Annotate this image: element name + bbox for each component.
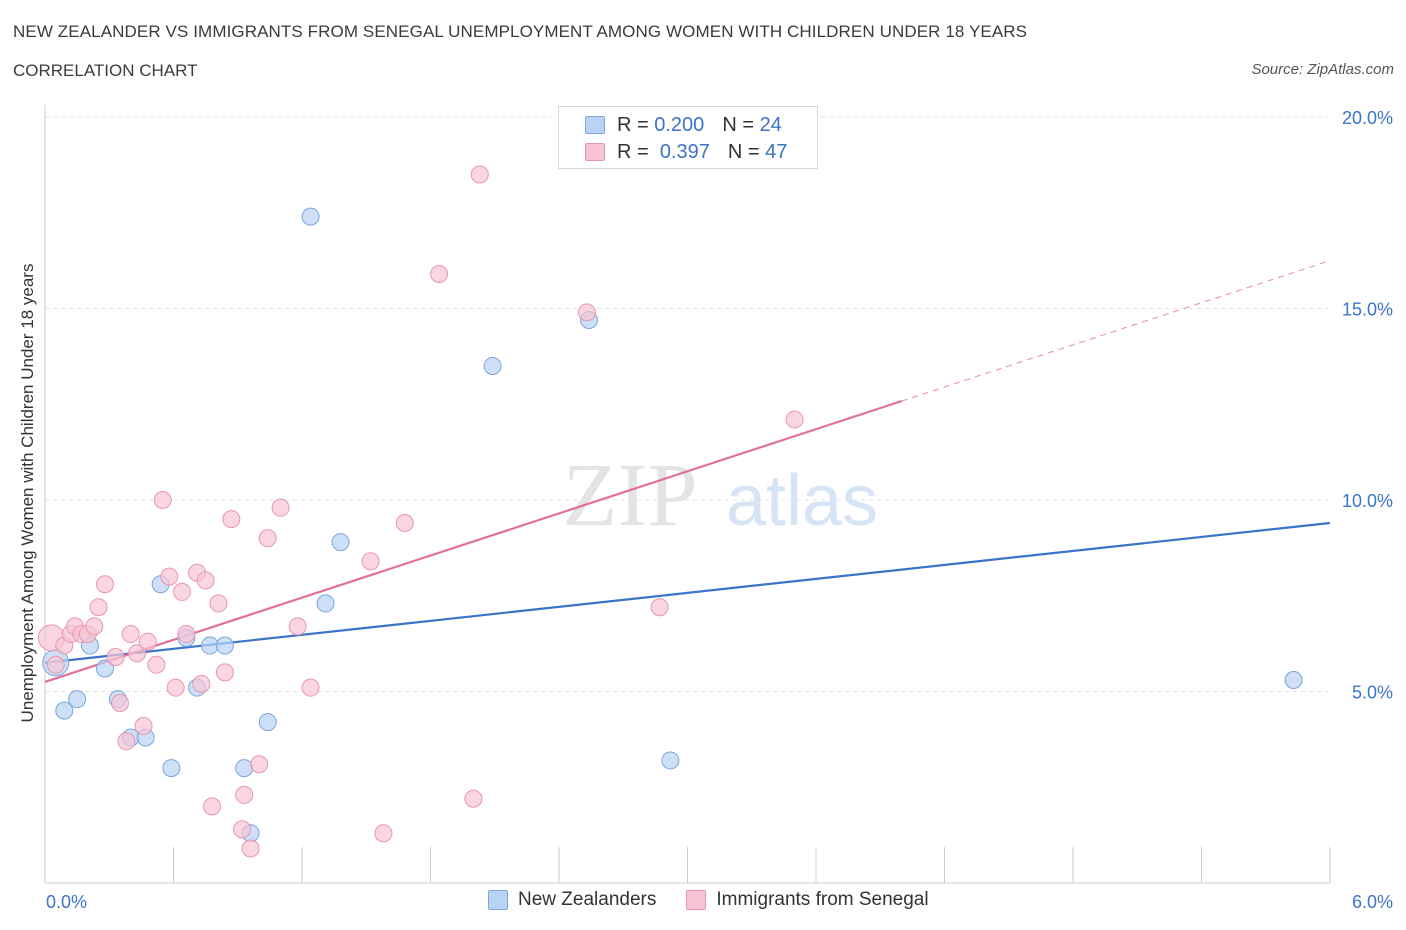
data-point-new-zealanders [95,659,114,678]
data-point-senegal [173,582,192,601]
data-point-senegal [395,513,414,532]
data-point-new-zealanders [215,636,234,655]
data-point-new-zealanders [55,701,74,720]
r-value: 0.200 [654,113,705,136]
data-point-senegal [121,625,140,644]
data-point-senegal [134,716,153,735]
data-point-senegal [138,632,157,651]
y-tick-label: 20.0% [1342,108,1393,128]
data-point-senegal [177,625,196,644]
source-label: Source: ZipAtlas.com [1251,61,1394,78]
trend-lines [44,260,1331,683]
watermark-zip: ZIP [563,446,698,545]
r-value: 0.397 [659,140,710,163]
data-point-senegal [361,552,380,571]
legend-item-senegal: Immigrants from Senegal [686,889,929,911]
chart-subtitle: CORRELATION CHART [13,61,198,80]
data-point-senegal [196,571,215,590]
legend-swatch-pink [686,890,707,910]
data-point-senegal [233,820,252,839]
n-label: N = [722,113,754,136]
legend-label: Immigrants from Senegal [716,889,929,910]
r-label: R = [617,140,649,163]
data-point-senegal [110,693,129,712]
data-point-senegal [301,678,320,697]
legend-swatch-pink [585,143,605,161]
data-point-senegal [235,785,254,804]
x-tick-label: 0.0% [46,892,87,912]
y-tick-label: 5.0% [1352,683,1393,703]
legend-row-new-zealanders: R = 0.200 N = 24 [585,114,782,136]
data-point-new-zealanders [316,594,335,613]
trend-line-blue [44,521,1331,664]
legend-item-new-zealanders: New Zealanders [488,889,656,911]
n-value: 24 [759,113,782,136]
data-point-senegal [785,410,804,429]
data-point-senegal [106,648,125,667]
data-point-senegal [222,510,241,529]
data-point-senegal [258,529,277,548]
data-point-senegal [153,491,172,509]
legend-label: New Zealanders [518,889,657,910]
n-value: 47 [765,140,788,163]
data-points [37,165,1303,858]
data-point-senegal [577,303,596,322]
data-point-new-zealanders [68,690,87,709]
data-point-senegal [650,598,669,617]
tick-labels: 5.0% 10.0% 15.0% 20.0% 0.0% 6.0% [46,108,1393,912]
x-tick-label: 6.0% [1352,892,1393,912]
data-point-senegal [166,678,185,697]
y-tick-label: 10.0% [1342,491,1393,511]
data-point-senegal [209,594,228,613]
data-point-new-zealanders [661,751,680,770]
data-point-senegal [374,824,393,843]
legend-row-senegal: R = 0.397 N = 47 [585,141,787,163]
data-point-senegal [203,797,222,816]
data-point-new-zealanders [301,207,320,226]
chart-title: NEW ZEALANDER VS IMMIGRANTS FROM SENEGAL… [13,22,1028,41]
data-point-senegal [85,617,104,636]
watermark-atlas: atlas [726,461,878,541]
trend-line-extension-pink [901,260,1331,402]
data-point-senegal [147,655,166,674]
y-axis-label: Unemployment Among Women with Children U… [18,263,37,723]
series-legend: New Zealanders Immigrants from Senegal [488,889,959,911]
data-point-new-zealanders [1284,671,1303,690]
data-point-senegal [288,617,307,636]
data-point-senegal [464,789,483,808]
data-point-senegal [271,498,290,517]
data-point-senegal [192,674,211,693]
data-point-new-zealanders [331,533,350,552]
watermark: ZIP atlas [563,446,879,545]
data-point-senegal [117,732,136,751]
data-point-new-zealanders [235,759,254,778]
data-point-new-zealanders [483,356,502,375]
axes [44,105,1331,884]
data-point-new-zealanders [258,713,277,732]
data-point-senegal [250,755,269,774]
data-point-new-zealanders [162,759,181,778]
r-label: R = [617,113,649,136]
data-point-new-zealanders [200,636,219,655]
y-tick-label: 15.0% [1342,300,1393,320]
data-point-senegal [241,839,260,858]
data-point-senegal [215,663,234,682]
grid-lines [45,116,1330,692]
data-point-senegal [128,644,147,663]
data-point-senegal [470,165,489,184]
correlation-legend: R = 0.200 N = 24 R = 0.397 N = 47 [558,106,818,169]
data-point-senegal [89,598,108,617]
data-point-senegal [46,655,65,674]
data-point-senegal [160,567,179,586]
legend-swatch-blue [488,890,508,910]
data-point-senegal [95,575,114,594]
trend-line-pink [44,400,903,683]
data-point-senegal [430,265,449,284]
n-label: N = [727,140,760,163]
legend-swatch-blue [585,116,605,134]
